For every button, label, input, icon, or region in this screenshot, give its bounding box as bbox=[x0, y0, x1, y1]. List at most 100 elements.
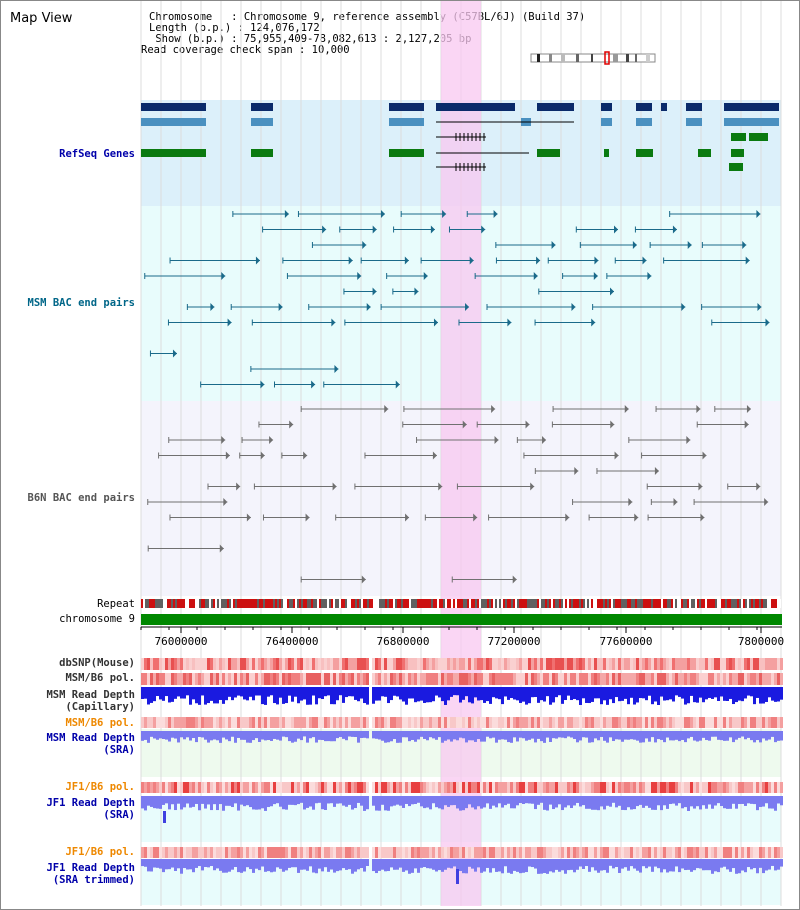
msm-b6-pol-cell bbox=[570, 673, 573, 685]
msm-b6-pol2-cell bbox=[213, 717, 216, 728]
jf1-depth-sra-bar bbox=[459, 796, 462, 811]
jf1-depth-trim-bar bbox=[678, 859, 681, 873]
dbsnp-cell bbox=[453, 658, 456, 670]
msm-depth-sra-bar bbox=[195, 731, 198, 743]
jf1-depth-trim-bar bbox=[207, 859, 210, 868]
repeat-segment bbox=[229, 599, 231, 608]
dbsnp-cell bbox=[774, 658, 777, 670]
msm-depth-cap-bar bbox=[555, 687, 558, 698]
msm-depth-sra-bar bbox=[213, 731, 216, 740]
jf1-b6-pol2-cell bbox=[165, 847, 168, 858]
msm-b6-pol2-cell bbox=[630, 717, 633, 728]
msm-b6-pol-cell bbox=[537, 673, 540, 685]
msm-depth-cap-bar bbox=[666, 687, 669, 701]
jf1-b6-pol-cell bbox=[741, 782, 744, 793]
b6n-bac-end-marker bbox=[702, 451, 707, 460]
msm-b6-pol2-cell bbox=[660, 717, 663, 728]
msm-depth-sra-bar bbox=[555, 731, 558, 739]
dbsnp-cell bbox=[144, 658, 147, 670]
msm-b6-pol-cell bbox=[384, 673, 387, 685]
msm-b6-pol2-cell bbox=[528, 717, 531, 728]
repeat-segment bbox=[537, 599, 539, 608]
dbsnp-cell bbox=[204, 658, 207, 670]
repeat-segment bbox=[145, 599, 147, 608]
msm-bac-end-marker bbox=[334, 365, 339, 373]
msm-bac-end-marker bbox=[533, 272, 538, 280]
msm-b6-pol-cell bbox=[459, 673, 462, 685]
jf1-b6-pol-cell bbox=[534, 782, 537, 793]
jf1-b6-pol-cell bbox=[723, 782, 726, 793]
jf1-b6-pol2-cell bbox=[378, 847, 381, 858]
jf1-depth-sra-bar bbox=[636, 796, 639, 807]
repeat-segment bbox=[643, 599, 645, 608]
msm-depth-sra-bar bbox=[549, 731, 552, 743]
msm-b6-pol-cell bbox=[291, 673, 294, 685]
jf1-depth-sra-bar bbox=[177, 796, 180, 804]
msm-b6-pol2-cell bbox=[489, 717, 492, 728]
msm-b6-pol-cell bbox=[309, 673, 312, 685]
jf1-depth-sra-bar bbox=[336, 796, 339, 804]
msm-depth-sra-bar bbox=[690, 731, 693, 737]
repeat-segment bbox=[745, 599, 747, 608]
jf1-b6-pol-cell bbox=[480, 782, 483, 793]
dbsnp-cell bbox=[438, 658, 441, 670]
dbsnp-cell bbox=[744, 658, 747, 670]
repeat-segment bbox=[219, 599, 221, 608]
jf1-b6-pol-cell bbox=[768, 782, 771, 793]
dbsnp-cell bbox=[486, 658, 489, 670]
msm-b6-pol2-cell bbox=[471, 717, 474, 728]
repeat-segment bbox=[471, 599, 473, 608]
jf1-depth-trim-bar bbox=[417, 859, 420, 873]
repeat-segment bbox=[449, 599, 451, 608]
msm-depth-sra-bar bbox=[582, 731, 585, 738]
dbsnp-cell bbox=[657, 658, 660, 670]
dbsnp-cell bbox=[246, 658, 249, 670]
msm-b6-pol2-cell bbox=[498, 717, 501, 728]
jf1-depth-trim-bar bbox=[516, 859, 519, 872]
jf1-depth-trim-bar bbox=[453, 859, 456, 867]
repeat-label: Repeat bbox=[97, 598, 135, 610]
jf1-b6-pol-cell bbox=[576, 782, 579, 793]
jf1-b6-pol-cell bbox=[540, 782, 543, 793]
dbsnp-cell bbox=[417, 658, 420, 670]
msm-b6-pol-cell bbox=[303, 673, 306, 685]
msm-depth-cap-bar bbox=[144, 687, 147, 699]
jf1-b6-pol2-cell bbox=[582, 847, 585, 858]
jf1-b6-pol2-cell bbox=[777, 847, 780, 858]
msm-depth-cap-bar bbox=[360, 687, 363, 699]
repeat-segment bbox=[307, 599, 309, 608]
jf1-depth-sra-bar bbox=[756, 796, 759, 811]
msm-depth-sra-bar bbox=[471, 731, 474, 741]
jf1-depth-trim-bar bbox=[543, 859, 546, 874]
repeat-segment bbox=[273, 599, 275, 608]
jf1-depth-sra-bar bbox=[576, 796, 579, 803]
jf1-depth-sra-bar bbox=[258, 796, 261, 810]
jf1-depth-trim-bar bbox=[597, 859, 600, 873]
dbsnp-cell bbox=[558, 658, 561, 670]
msm-bac-end-marker bbox=[507, 318, 512, 327]
dbsnp-cell bbox=[210, 658, 213, 670]
msm-b6-pol-cell bbox=[462, 673, 465, 685]
jf1-b6-pol-cell bbox=[486, 782, 489, 793]
jf1-b6-pol-cell bbox=[747, 782, 750, 793]
jf1-depth-trim-bar bbox=[246, 859, 249, 868]
msm-b6-pol2-cell bbox=[537, 717, 540, 728]
jf1-b6-pol-cell bbox=[765, 782, 768, 793]
msm-depth-cap-bar bbox=[195, 687, 198, 704]
msm-b6-pol-cell bbox=[687, 673, 690, 685]
jf1-b6-pol-cell bbox=[207, 782, 210, 793]
msm-depth-cap-bar bbox=[696, 687, 699, 703]
msm-depth-cap-bar bbox=[168, 687, 171, 703]
msm-depth-cap-bar bbox=[699, 687, 702, 698]
b6n-bac-end-marker bbox=[432, 451, 437, 460]
dbsnp-cell bbox=[753, 658, 756, 670]
dbsnp-cell bbox=[501, 658, 504, 670]
jf1-depth-trim-bar bbox=[741, 859, 744, 871]
msm-bac-end-marker bbox=[362, 241, 367, 249]
msm-b6-pol-cell bbox=[300, 673, 303, 685]
msm-b6-pol-cell bbox=[240, 673, 243, 685]
jf1-depth-sra-bar bbox=[165, 796, 168, 804]
repeat-segment bbox=[417, 599, 419, 608]
msm-depth-cap-bar bbox=[303, 687, 306, 700]
